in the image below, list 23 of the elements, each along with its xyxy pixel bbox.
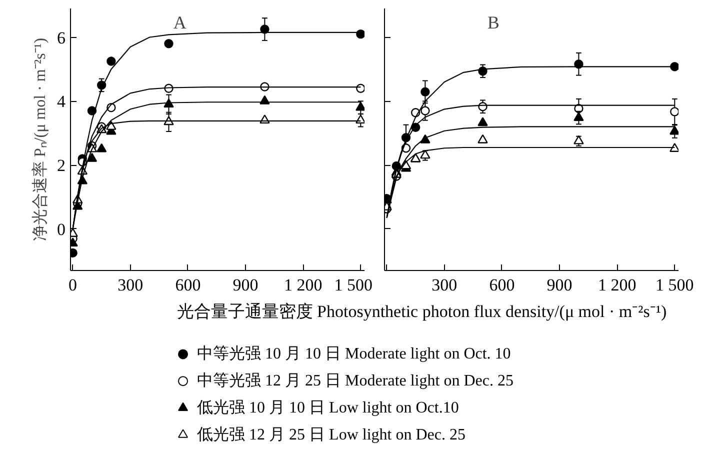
x-tick-label: 300 — [432, 276, 458, 294]
y-tick-label: 2 — [57, 156, 66, 176]
x-tick-label: 900 — [232, 276, 258, 294]
x-tick-label: 300 — [118, 276, 144, 294]
y-tick-label: 6 — [57, 28, 66, 48]
legend-label: 中等光强 10 月 10 日 Moderate light on Oct. 10 — [197, 344, 511, 363]
y-axis-title: 净光合速率 Pₙ/(μ mol · m⁻²s⁻¹) — [31, 38, 49, 242]
y-tick-label: 0 — [57, 220, 66, 239]
x-tick-label: 1 500 — [656, 276, 694, 294]
x-tick-label: 600 — [175, 276, 201, 294]
x-tick-label: 1 500 — [334, 276, 372, 294]
x-axis-title: 光合量子通量密度 Photosynthetic photon flux density/(μ mol · m⁻²s⁻¹) — [176, 302, 667, 322]
legend-label: 低光强 10 月 10 日 Low light on Oct.10 — [197, 398, 459, 416]
x-tick-label: 1 200 — [284, 276, 322, 294]
x-tick-label: 600 — [489, 276, 515, 294]
legend-label: 低光强 12 月 25 日 Low light on Dec. 25 — [197, 425, 466, 444]
chart-title: A — [173, 12, 186, 32]
x-tick-label: 900 — [546, 276, 572, 294]
x-tick-label: 1 200 — [598, 276, 636, 294]
chart-title: B — [487, 12, 500, 32]
legend-label: 中等光强 12 月 25 日 Moderate light on Dec. 25 — [197, 372, 514, 390]
x-tick-label: 0 — [68, 276, 78, 294]
y-tick-label: 4 — [57, 92, 66, 112]
